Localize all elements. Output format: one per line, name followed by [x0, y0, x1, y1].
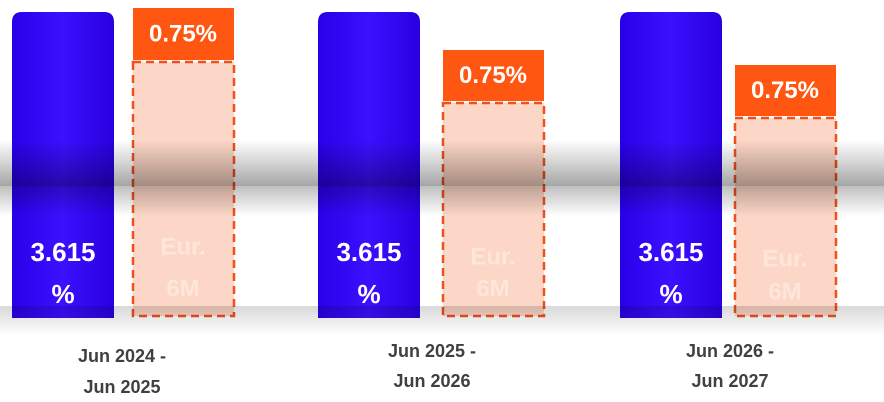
floating-label: Eur.: [160, 233, 205, 260]
period-label: Jun 2026 -: [686, 341, 774, 361]
fixed-label: %: [357, 279, 380, 309]
period-label: Jun 2024 -: [78, 346, 166, 366]
fixed-label: 3.615: [336, 237, 401, 267]
floating-label: 6M: [476, 275, 509, 302]
floating-label: 6M: [768, 278, 801, 305]
shadow-band: [0, 140, 884, 186]
labels: 0.75% 3.615% Eur. 6M Jun 2024 - Jun 2025 0.75%…: [30, 20, 819, 396]
fixed-label: 3.615: [638, 237, 703, 267]
period-label: Jun 2027: [691, 371, 768, 391]
spread-label: 0.75%: [459, 62, 527, 89]
fixed-label: 3.615: [30, 237, 95, 267]
floating-label: Eur.: [470, 243, 515, 270]
spread-label: 0.75%: [751, 77, 819, 104]
spread-tab: [735, 65, 836, 116]
floating-label: 6M: [166, 275, 199, 302]
spread-tab: [443, 50, 544, 101]
spread-label: 0.75%: [149, 20, 217, 47]
shadow-band: [0, 186, 884, 216]
spread-tab: [133, 8, 234, 60]
period-label: Jun 2026: [393, 371, 470, 391]
period-label: Jun 2025: [83, 377, 160, 397]
fixed-label: %: [659, 279, 682, 309]
fixed-label: %: [51, 279, 74, 309]
floor-shadow: [0, 306, 884, 336]
floating-label: Eur.: [762, 245, 807, 272]
period-label: Jun 2025 -: [388, 341, 476, 361]
